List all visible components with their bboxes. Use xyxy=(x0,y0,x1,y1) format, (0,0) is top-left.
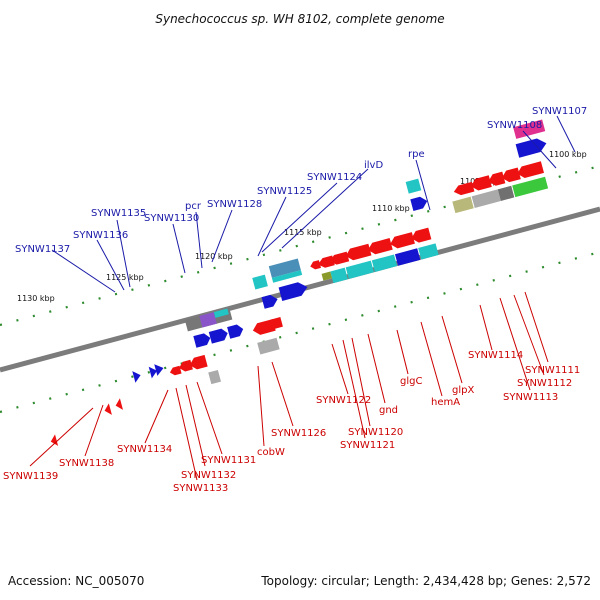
gene-arrow xyxy=(278,282,308,301)
accession-text: Accession: NC_005070 xyxy=(8,574,144,588)
gene-label-synw1122: SYNW1122 xyxy=(316,395,371,406)
gene-block xyxy=(268,258,301,278)
gene-arrow xyxy=(115,398,124,410)
gene-arrow xyxy=(488,171,506,186)
gene-block xyxy=(394,248,421,266)
reverse-gene-label-group: SYNW1111 SYNW1112 SYNW1113 SYNW1114 glpX… xyxy=(3,350,580,494)
gene-block xyxy=(208,369,222,385)
gene-arrow xyxy=(179,359,193,372)
gene-block xyxy=(257,337,280,355)
gene-arrow xyxy=(261,294,278,309)
gene-label-synw1131: SYNW1131 xyxy=(201,455,256,466)
gene-label-synw1125: SYNW1125 xyxy=(257,186,312,197)
gene-label-glpx: glpX xyxy=(452,385,474,396)
gene-label-synw1132: SYNW1132 xyxy=(181,470,236,481)
gene-arrow xyxy=(266,317,283,330)
forward-gene-label-group: SYNW1107 SYNW1108 rpe ilvD SYNW1124 SYNW… xyxy=(15,106,587,255)
gene-label-synw1126: SYNW1126 xyxy=(271,428,326,439)
gene-label-synw1137: SYNW1137 xyxy=(15,244,70,255)
gene-label-synw1138: SYNW1138 xyxy=(59,458,114,469)
gene-arrow xyxy=(318,255,335,268)
gene-label-synw1133: SYNW1133 xyxy=(173,483,228,494)
gene-block xyxy=(345,260,374,279)
gene-block xyxy=(497,185,515,201)
gene-arrow xyxy=(208,328,228,344)
gene-block xyxy=(213,308,229,318)
gene-label-synw1111: SYNW1111 xyxy=(525,365,580,376)
gene-label-gnd: gnd xyxy=(379,405,398,416)
gene-label-synw1114: SYNW1114 xyxy=(468,350,523,361)
gene-label-synw1113: SYNW1113 xyxy=(503,392,558,403)
gene-arrow xyxy=(50,434,59,446)
figure-title: Synechococcus sp. WH 8102, complete geno… xyxy=(155,12,444,26)
gene-label-pcr: pcr xyxy=(185,201,202,212)
gene-label-synw1120: SYNW1120 xyxy=(348,427,403,438)
gene-arrow xyxy=(310,260,321,270)
gene-arrow xyxy=(193,333,211,348)
gene-block xyxy=(512,176,549,198)
scale-label-1100: 1100 kbp xyxy=(549,150,587,159)
gene-arrow xyxy=(329,251,350,265)
reverse-leader-lines xyxy=(29,291,549,481)
gene-block xyxy=(471,189,501,208)
scale-label-1115: 1115 kbp xyxy=(284,228,322,237)
gene-arrow xyxy=(411,227,432,243)
gene-block xyxy=(452,196,474,214)
gene-block xyxy=(418,243,439,260)
gene-arrow xyxy=(227,324,244,339)
scale-label-1130: 1130 kbp xyxy=(17,294,55,303)
gene-label-synw1107: SYNW1107 xyxy=(532,106,587,117)
gene-label-synw1135: SYNW1135 xyxy=(91,208,146,219)
gene-block xyxy=(199,312,217,328)
gene-label-synw1128: SYNW1128 xyxy=(207,199,262,210)
gene-arrow xyxy=(501,167,521,183)
outer-tick-track xyxy=(0,164,600,327)
reverse-gene-blocks xyxy=(50,161,549,446)
gene-arrow xyxy=(367,238,393,255)
gene-block xyxy=(371,254,398,273)
gene-arrow xyxy=(169,365,182,376)
gene-arrow xyxy=(515,138,547,158)
gene-block xyxy=(405,178,422,194)
forward-gene-blocks xyxy=(132,119,547,383)
gene-label-synw1124: SYNW1124 xyxy=(307,172,362,183)
inner-tick-track xyxy=(0,250,600,414)
gene-arrow xyxy=(470,175,492,191)
gene-label-rpe: rpe xyxy=(408,149,425,160)
gene-arrow xyxy=(517,161,544,179)
forward-leader-lines xyxy=(51,115,576,293)
gene-block xyxy=(321,271,333,281)
gene-arrow xyxy=(148,366,158,379)
gene-label-synw1121: SYNW1121 xyxy=(340,440,395,451)
scale-label-1110: 1110 kbp xyxy=(372,204,410,213)
gene-block xyxy=(252,274,268,290)
gene-label-synw1130: SYNW1130 xyxy=(144,213,199,224)
gene-label-synw1112: SYNW1112 xyxy=(517,378,572,389)
gene-label-synw1136: SYNW1136 xyxy=(73,230,128,241)
gene-arrow xyxy=(453,181,475,196)
gene-arrow xyxy=(189,354,208,370)
gene-arrow xyxy=(410,196,428,211)
gene-label-glgc: glgC xyxy=(400,376,422,387)
topology-summary: Topology: circular; Length: 2,434,428 bp… xyxy=(260,574,591,588)
gene-arrow xyxy=(104,403,112,415)
gene-label-hema: hemA xyxy=(431,397,460,408)
gene-block xyxy=(271,270,303,283)
gene-arrow xyxy=(390,232,415,249)
gene-block xyxy=(330,267,348,284)
gene-label-synw1108: SYNW1108 xyxy=(487,120,542,131)
gene-label-ilvd: ilvD xyxy=(364,160,383,171)
scale-label-1125: 1125 kbp xyxy=(106,273,144,282)
gene-arrow xyxy=(154,364,164,376)
gene-label-synw1139: SYNW1139 xyxy=(3,471,58,482)
gene-label-cobw: cobW xyxy=(257,447,285,458)
gene-block xyxy=(513,119,546,139)
gene-arrow xyxy=(132,371,141,383)
gene-label-synw1134: SYNW1134 xyxy=(117,444,172,455)
gene-arrow xyxy=(345,243,372,261)
